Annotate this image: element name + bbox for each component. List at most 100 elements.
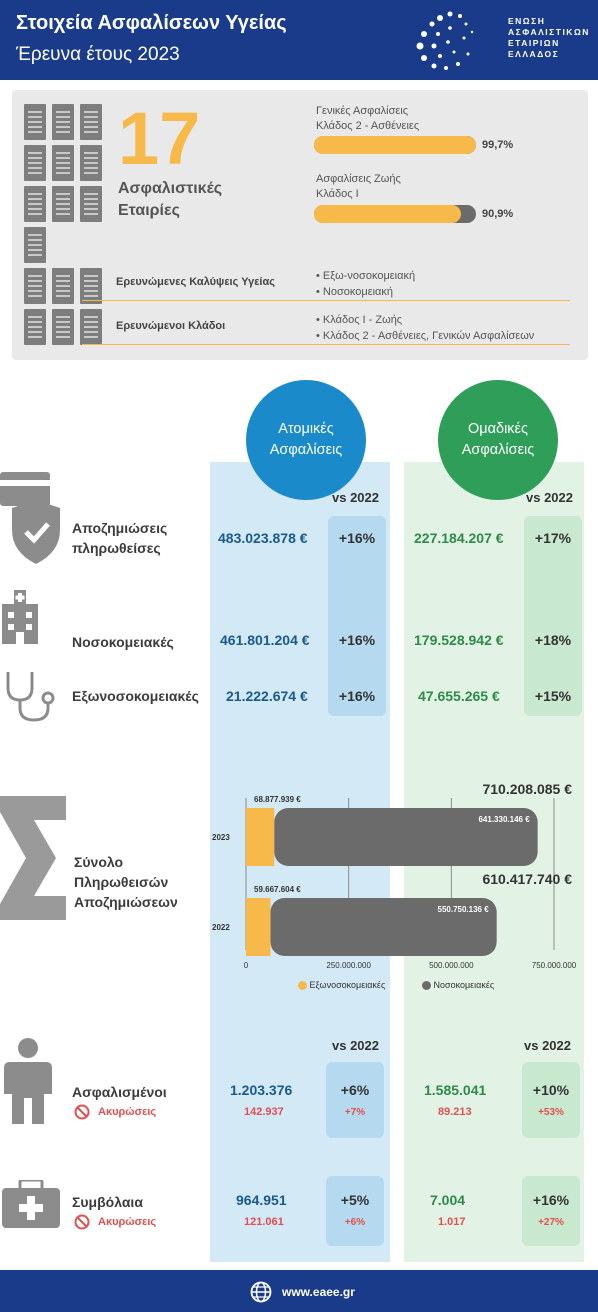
bar1-label: Γενικές Ασφαλίσεις Κλάδος 2 - Ασθένειες <box>316 104 419 134</box>
vs-label: vs 2022 <box>526 490 573 505</box>
insured-group-change: +10% <box>532 1082 570 1098</box>
data-label-outpatient: 68.877.939 € <box>254 795 301 804</box>
coverage-label: Ερευνώμενες Καλύψεις Υγείας <box>116 276 275 288</box>
category-label: 2022 <box>212 923 230 932</box>
building-icon <box>24 227 46 263</box>
contracts-group-cancellations: 1.017 <box>438 1216 466 1228</box>
vs-label: vs 2022 <box>332 1038 379 1053</box>
insured-individual-cancellations-change: +7% <box>344 1107 366 1118</box>
page-subtitle: Έρευνα έτους 2023 <box>16 44 180 65</box>
insured-group-cancellations: 89.213 <box>438 1106 472 1118</box>
logo-dots-icon <box>416 11 474 70</box>
bar1-percent: 99,7% <box>482 139 514 151</box>
hospital-label: Νοσοκομειακές <box>72 634 174 650</box>
outpatient-individual: 21.222.674 € <box>226 688 308 704</box>
hospital-individual: 461.801.204 € <box>220 632 310 648</box>
bar2-label: Ασφαλίσεις Ζωής Κλάδος Ι <box>316 172 401 202</box>
data-label-hospital: 641.330.146 € <box>478 815 530 824</box>
group-header: Ομαδικές Ασφαλίσεις <box>438 380 558 500</box>
change-box-group <box>522 1062 580 1138</box>
companies-label-line: Εταιρίες <box>118 202 180 219</box>
contracts-label: Συμβόλαια <box>72 1194 143 1210</box>
summary-panel <box>12 90 588 360</box>
individual-header: Ατομικές Ασφαλίσεις <box>246 380 366 500</box>
claims-paid-group-change: +17% <box>534 530 572 546</box>
insured-cancellations-label: Ακυρώσεις <box>98 1106 157 1118</box>
contracts-individual: 964.951 <box>236 1192 287 1208</box>
footer-bar <box>0 1270 598 1312</box>
building-icon <box>24 186 46 222</box>
chart-title: Σύνολο Πληρωθεισών Αποζημιώσεων <box>74 852 178 912</box>
legend-label-outpatient: Εξωνοσοκομειακές <box>309 980 386 990</box>
x-tick-label: 0 <box>244 961 249 970</box>
bar2-label-line: Ασφαλίσεις Ζωής <box>316 173 401 185</box>
bar2-percent: 90,9% <box>482 208 514 220</box>
building-icon <box>52 268 74 304</box>
contracts-individual-cancellations-change: +6% <box>344 1217 366 1228</box>
claims-paid-label-line: πληρωθείσες <box>72 540 161 556</box>
header-banner <box>0 0 598 80</box>
building-icon <box>80 309 102 345</box>
hospital-group-change: +18% <box>534 632 572 648</box>
sigma-icon <box>0 796 66 920</box>
contracts-group-cancellations-change: +27% <box>538 1217 564 1228</box>
x-tick-label: 500.000.000 <box>429 961 474 970</box>
outpatient-group: 47.655.265 € <box>418 688 500 704</box>
branches-item: • Κλάδος Ι - Ζωής <box>316 314 403 326</box>
category-label: 2023 <box>212 833 230 842</box>
hospital-group: 179.528.942 € <box>414 632 504 648</box>
insured-group: 1.585.041 <box>424 1082 487 1098</box>
companies-count: 17 <box>118 97 201 180</box>
chart-title-line: Αποζημιώσεων <box>74 894 178 910</box>
insured-individual: 1.203.376 <box>230 1082 293 1098</box>
coverage-item: • Νοσοκομειακή <box>316 286 394 298</box>
x-tick-label: 750.000.000 <box>532 961 577 970</box>
building-icon <box>80 145 102 181</box>
person-icon <box>4 1038 52 1124</box>
bar1-fill <box>314 136 476 154</box>
building-icon <box>52 145 74 181</box>
claims-paid-label-line: Αποζημιώσεις <box>72 520 168 536</box>
total-label: 710.208.085 € <box>482 781 572 797</box>
shield-check-icon <box>0 472 60 564</box>
contracts-group: 7.004 <box>430 1192 466 1208</box>
claims-chart: 0 250.000.000 500.000.000 750.000.000 2023 68… <box>212 781 577 970</box>
divider <box>82 344 570 345</box>
hospital-icon <box>2 590 38 644</box>
contracts-individual-change: +5% <box>340 1192 370 1208</box>
no-entry-icon <box>74 1214 90 1230</box>
outpatient-label: Εξωνοσοκομειακές <box>72 688 199 704</box>
data-label-outpatient: 59.667.604 € <box>254 885 301 894</box>
building-icon <box>24 309 46 345</box>
x-tick-label: 250.000.000 <box>326 961 371 970</box>
branches-label: Ερευνώμενοι Κλάδοι <box>116 320 226 332</box>
claims-paid-group: 227.184.207 € <box>414 530 504 546</box>
companies-label-line: Ασφαλιστικές <box>118 180 223 197</box>
logo-line: ΕΝΩΣΗ <box>508 16 546 26</box>
legend-outpatient: Εξωνοσοκομειακές <box>298 980 386 991</box>
bar-segment-outpatient <box>246 808 275 866</box>
footer-url[interactable]: www.eaee.gr <box>282 1285 355 1299</box>
logo-line: ΕΤΑΙΡΙΩΝ <box>508 38 560 48</box>
contracts-cancellations-label: Ακυρώσεις <box>98 1216 157 1228</box>
coverage-list: • Εξω-νοσοκομειακή • Νοσοκομειακή <box>316 268 415 300</box>
legend-hospital: Νοσοκομειακές <box>422 980 494 991</box>
claims-paid-individual: 483.023.878 € <box>218 530 308 546</box>
total-label: 610.417.740 € <box>482 871 572 887</box>
legend-swatch-outpatient <box>298 981 307 991</box>
chart-title-line: Σύνολο <box>74 854 124 870</box>
outpatient-group-change: +15% <box>534 688 572 704</box>
building-icon <box>24 268 46 304</box>
insured-individual-cancellations: 142.937 <box>244 1106 284 1118</box>
bar-segment-outpatient <box>246 898 271 956</box>
building-icon <box>52 104 74 140</box>
contracts-group-change: +16% <box>532 1192 570 1208</box>
building-icon <box>52 309 74 345</box>
bar1-label-line: Κλάδος 2 - Ασθένειες <box>316 120 420 132</box>
vs-label: vs 2022 <box>524 1038 571 1053</box>
hospital-individual-change: +16% <box>338 632 376 648</box>
bar2-track <box>314 205 476 223</box>
claims-paid-individual-change: +16% <box>338 530 376 546</box>
bar2-fill <box>314 205 462 223</box>
chart-title-line: Πληρωθεισών <box>74 874 169 890</box>
